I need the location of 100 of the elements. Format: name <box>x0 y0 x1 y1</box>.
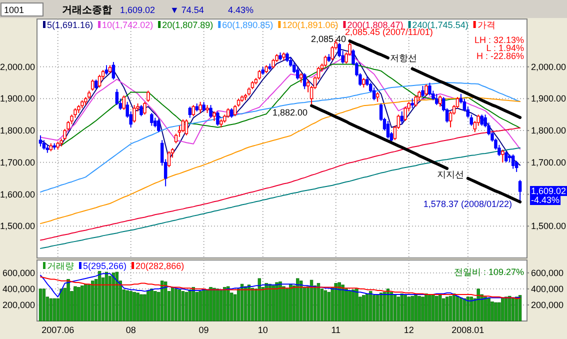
bar <box>452 294 456 322</box>
candlestick <box>424 84 428 96</box>
candlestick <box>410 98 414 109</box>
bar <box>202 288 206 322</box>
bar <box>112 272 116 322</box>
annotation: L : 1.94% <box>486 43 524 53</box>
text: 4.43% <box>228 5 254 15</box>
candlestick <box>226 108 230 118</box>
bar <box>104 272 108 322</box>
bar <box>226 286 230 322</box>
bar <box>324 290 328 322</box>
y-tick-label: 1,700.00 <box>0 157 35 168</box>
bar <box>424 294 428 322</box>
bar <box>136 292 140 322</box>
bar <box>508 296 512 322</box>
candlestick <box>400 110 404 125</box>
bar <box>52 298 56 322</box>
candlestick <box>299 72 303 84</box>
bar <box>108 276 112 322</box>
bar <box>376 295 380 322</box>
candlestick <box>192 104 195 117</box>
bar <box>216 288 220 322</box>
bar <box>264 283 268 322</box>
candlestick <box>154 117 157 128</box>
text: -4.43% <box>531 195 560 205</box>
legend-label: 120(1,891.06) <box>282 20 338 30</box>
bar <box>512 298 515 322</box>
bar <box>38 288 42 322</box>
bar <box>77 287 80 322</box>
line-series <box>40 82 521 193</box>
y-tick-label: 1,600.00 <box>0 189 35 200</box>
candlestick <box>202 101 206 112</box>
candlestick <box>122 94 126 110</box>
candlestick <box>132 104 136 124</box>
y-tick-label: 2,000.00 <box>0 62 35 72</box>
bar <box>74 286 77 322</box>
bar <box>400 294 404 322</box>
candlestick <box>404 106 407 122</box>
y2-tick-label: 400,000 <box>531 284 564 294</box>
bar <box>91 280 94 322</box>
x-tick-label: 12 <box>404 325 414 335</box>
legend-label: 20(282,866) <box>136 261 184 271</box>
bar <box>393 294 397 322</box>
bar <box>504 296 508 322</box>
y-tick-label: 400,000 <box>2 284 35 294</box>
bar <box>272 285 275 322</box>
candlestick <box>376 92 380 102</box>
bar <box>181 291 185 322</box>
bar <box>382 292 386 322</box>
bar <box>407 296 410 322</box>
y2-tick-label: 1,900.00 <box>531 94 566 104</box>
y2-tick-label: 200,000 <box>531 300 564 310</box>
candlestick <box>272 58 275 69</box>
bar <box>494 302 498 322</box>
candlestick <box>143 101 146 116</box>
bar <box>369 291 372 322</box>
bar <box>140 294 143 322</box>
candlestick <box>42 140 46 150</box>
bar <box>316 283 320 322</box>
x-tick-label: 2007.06 <box>42 325 74 335</box>
legend-label: 240(1,745.54) <box>412 20 468 30</box>
legend-label: 200(1,808.47) <box>347 20 404 30</box>
x-tick-label: 11 <box>331 325 341 335</box>
candlestick <box>518 179 522 202</box>
bar <box>428 295 432 322</box>
annotation: 전일비 : 109.27% <box>454 267 524 277</box>
line-series <box>60 64 521 146</box>
bar <box>386 288 390 322</box>
bar <box>418 296 421 322</box>
annotation: LH : 32.13% <box>474 35 524 45</box>
bar <box>150 288 154 322</box>
text: ▼ 74.54 <box>170 5 204 15</box>
y-tick-label: 600,000 <box>2 268 35 278</box>
candlestick <box>184 118 188 136</box>
candlestick <box>511 154 515 170</box>
text: 1,609.02 <box>120 5 156 15</box>
candlestick <box>140 104 143 117</box>
bar <box>442 298 446 322</box>
bar <box>352 289 355 322</box>
legend-label: 5(1,691.16) <box>47 20 94 30</box>
bar <box>501 298 504 322</box>
legend-label: 거래량 <box>47 261 74 271</box>
candlestick <box>435 93 438 106</box>
candlestick <box>296 66 300 80</box>
x-tick-label: 09 <box>198 325 209 335</box>
y-tick-label: 1,900.00 <box>0 94 35 104</box>
bar <box>462 298 466 322</box>
annotation: H : -22.86% <box>476 51 524 61</box>
bar <box>126 290 129 322</box>
bar <box>170 287 174 322</box>
bar <box>348 290 352 322</box>
bar <box>476 288 480 322</box>
bar <box>484 296 487 322</box>
bar <box>278 281 282 322</box>
bar <box>330 287 334 322</box>
y-tick-label: 200,000 <box>2 300 35 310</box>
annotation: 저항선 <box>390 53 417 63</box>
text: 1,609.02 <box>531 186 566 196</box>
line-series <box>410 67 522 119</box>
bar <box>98 271 102 322</box>
